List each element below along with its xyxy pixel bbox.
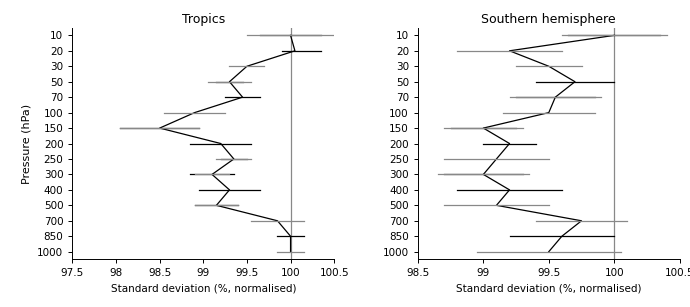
Y-axis label: Pressure (hPa): Pressure (hPa)	[22, 103, 32, 184]
X-axis label: Standard deviation (%, normalised): Standard deviation (%, normalised)	[456, 284, 642, 294]
Title: Tropics: Tropics	[181, 14, 225, 26]
X-axis label: Standard deviation (%, normalised): Standard deviation (%, normalised)	[110, 284, 296, 294]
Title: Southern hemisphere: Southern hemisphere	[482, 14, 616, 26]
